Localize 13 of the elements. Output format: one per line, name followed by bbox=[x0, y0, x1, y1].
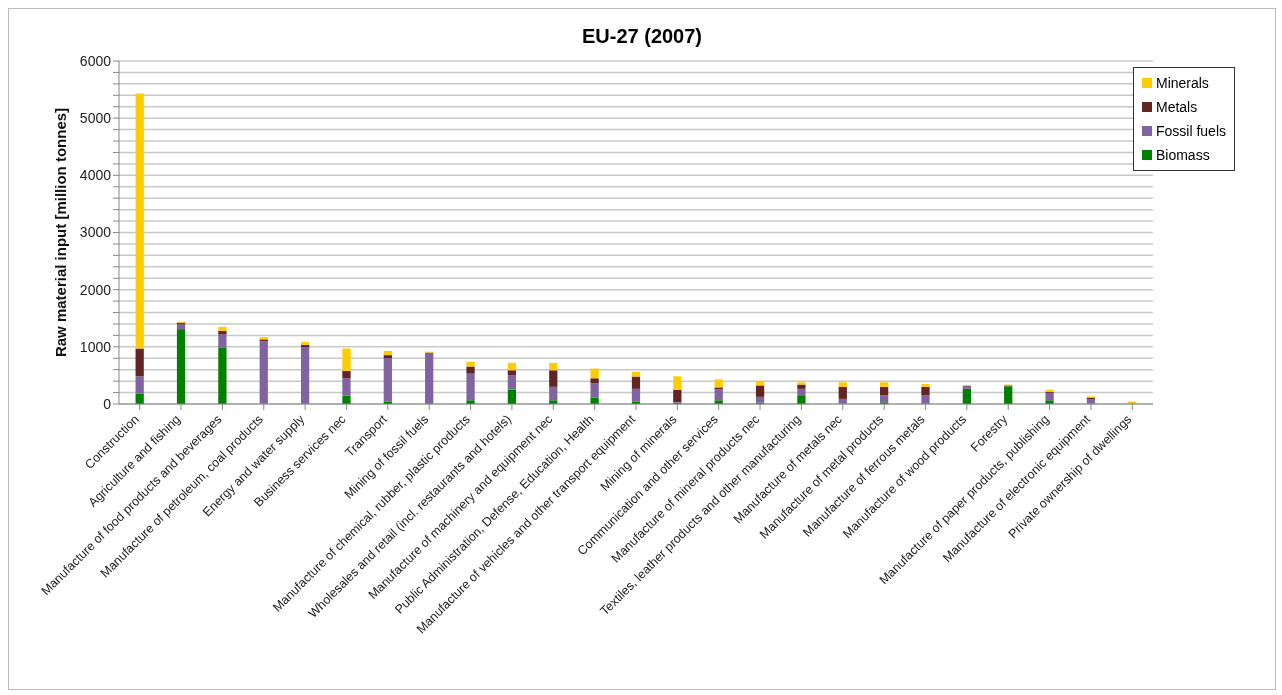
y-tick-label: 2000 bbox=[79, 281, 112, 298]
y-tick-label: 3000 bbox=[79, 224, 112, 241]
legend-label: Minerals bbox=[1155, 75, 1209, 91]
legend-label: Fossil fuels bbox=[1155, 123, 1226, 139]
y-tick-label: 4000 bbox=[79, 167, 112, 184]
legend-label: Biomass bbox=[1155, 147, 1210, 163]
y-tick-label: 1000 bbox=[79, 338, 112, 355]
chart-title: EU-27 (2007) bbox=[580, 25, 704, 48]
y-axis-title: Raw material input [million tonnes] bbox=[52, 107, 70, 358]
y-tick-label: 6000 bbox=[79, 52, 112, 69]
y-tick-label: 5000 bbox=[79, 110, 112, 127]
legend-label: Metals bbox=[1155, 99, 1198, 115]
y-tick-label: 0 bbox=[103, 395, 112, 412]
